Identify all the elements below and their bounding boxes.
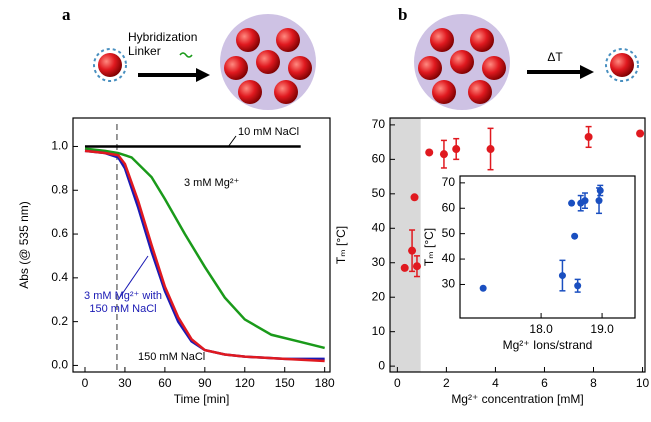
y-tick-label: 70 xyxy=(442,175,456,189)
leader-line xyxy=(117,255,149,301)
y-tick-label: 40 xyxy=(372,220,386,234)
strands xyxy=(605,48,639,82)
x-axis-label: Mg²⁺ Ions/strand xyxy=(503,338,593,352)
point xyxy=(636,129,645,138)
point xyxy=(400,263,409,272)
y-tick-label: 50 xyxy=(442,226,456,240)
x-tick-label: 90 xyxy=(198,376,212,390)
schematic-label-box: Hybridization Linker xyxy=(128,30,198,58)
point xyxy=(452,145,461,154)
frame xyxy=(72,117,331,373)
point xyxy=(595,197,603,205)
leader-line xyxy=(227,135,237,148)
point xyxy=(412,262,421,271)
x-tick-label: 10 xyxy=(636,376,650,390)
y-tick-label: 0.8 xyxy=(51,182,68,196)
particle xyxy=(610,53,634,77)
point xyxy=(584,132,593,141)
y-axis-label: Tₘ [°C] xyxy=(422,228,436,266)
y-tick-label: 0.4 xyxy=(51,270,68,284)
point xyxy=(479,284,487,292)
schematic xyxy=(93,14,639,110)
x-tick-label: 0 xyxy=(394,376,401,390)
aggregate-particles xyxy=(224,28,312,104)
y-tick-label: 1.0 xyxy=(51,139,68,153)
y-tick-label: 40 xyxy=(442,251,456,265)
y-tick-label: 30 xyxy=(442,277,456,291)
x-tick-label: 0 xyxy=(82,376,89,390)
y-axis-label: Abs (@ 535 nm) xyxy=(17,201,31,289)
arrow-head xyxy=(196,68,210,82)
y-tick-label: 10 xyxy=(372,324,386,338)
y-tick-label: 50 xyxy=(372,186,386,200)
linker-icon xyxy=(179,52,193,58)
x-tick-label: 180 xyxy=(315,376,335,390)
x-tick-label: 4 xyxy=(492,376,499,390)
frame xyxy=(459,175,636,319)
y-tick-label: 0.2 xyxy=(51,314,68,328)
plot-area xyxy=(460,176,635,318)
point xyxy=(439,150,448,159)
x-tick-label: 8 xyxy=(590,376,597,390)
point xyxy=(425,148,434,157)
point xyxy=(408,246,417,255)
point xyxy=(574,282,582,290)
schematic-label: Hybridization Linker xyxy=(128,30,198,58)
point xyxy=(571,232,579,240)
x-tick-label: 30 xyxy=(118,376,132,390)
line xyxy=(84,147,325,350)
y-tick-label: 0.0 xyxy=(51,358,68,372)
y-tick-label: 60 xyxy=(372,152,386,166)
panel-label: a xyxy=(62,5,71,24)
point xyxy=(568,199,576,207)
point xyxy=(581,197,589,205)
point xyxy=(410,193,419,202)
x-tick-label: 120 xyxy=(235,376,255,390)
line xyxy=(84,149,325,363)
schematic-label: ΔT xyxy=(547,50,563,64)
point xyxy=(486,145,495,154)
arrow-head xyxy=(580,65,594,79)
x-tick-label: 60 xyxy=(158,376,172,390)
series-label: 10 mM NaCl xyxy=(238,126,299,138)
x-tick-label: 18.0 xyxy=(529,322,553,336)
series-label: 3 mM Mg²⁺ with 150 mM NaCl xyxy=(84,290,162,315)
x-tick-label: 19.0 xyxy=(590,322,614,336)
point xyxy=(558,272,566,280)
y-tick-label: 20 xyxy=(372,289,386,303)
plot: 0 30 60 90 120 150 180 0.0 0.2 0.4 0.6 0.8 1.0 Time [… xyxy=(17,117,335,406)
strands xyxy=(93,48,127,82)
plot-area xyxy=(73,118,330,372)
y-tick-label: 0 xyxy=(378,358,385,372)
x-axis-label: Mg²⁺ concentration [mM] xyxy=(451,392,583,406)
y-tick-label: 60 xyxy=(442,200,456,214)
series-label-box: 3 mM Mg²⁺ with 150 mM NaCl xyxy=(84,290,162,315)
y-tick-label: 30 xyxy=(372,255,386,269)
x-axis-label: Time [min] xyxy=(174,392,230,406)
series-label: 150 mM NaCl xyxy=(138,351,205,363)
inset: 18.0 19.0 30 40 50 60 70 Mg²⁺ Ions/strand Tₘ [°C… xyxy=(422,175,636,352)
point xyxy=(596,186,604,194)
series-label: 3 mM Mg²⁺ xyxy=(184,177,240,189)
particle xyxy=(98,53,122,77)
y-tick-label: 0.6 xyxy=(51,226,68,240)
frame xyxy=(389,117,646,373)
x-tick-label: 150 xyxy=(275,376,295,390)
y-axis-label: Tₘ [°C] xyxy=(334,226,348,264)
aggregate-particles xyxy=(418,28,506,104)
shaded-region xyxy=(390,118,421,372)
panel-label: b xyxy=(398,5,407,24)
y-tick-label: 70 xyxy=(372,117,386,131)
x-tick-label: 2 xyxy=(443,376,450,390)
x-tick-label: 6 xyxy=(541,376,548,390)
